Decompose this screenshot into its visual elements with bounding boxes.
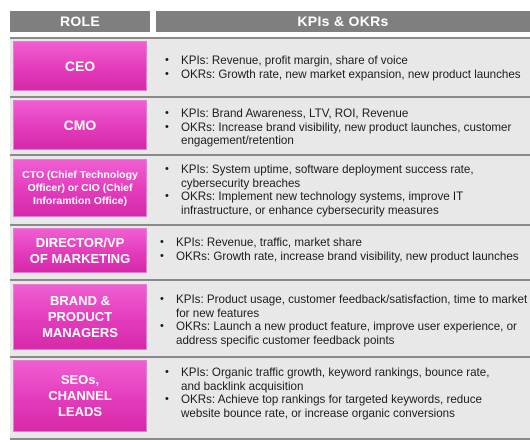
okr-item: OKRs: Growth rate, new market expansion,… [163, 68, 528, 82]
kpi-item: KPIs: Revenue, traffic, market share [158, 236, 528, 250]
okr-item: OKRs: Launch a new product feature, impr… [158, 320, 528, 347]
okr-item: OKRs: Increase brand visibility, new pro… [163, 121, 523, 148]
kpi-okr-list: KPIs: Brand Awareness, LTV, ROI, Revenue… [163, 107, 523, 148]
kpi-item: KPIs: Brand Awareness, LTV, ROI, Revenue [163, 107, 523, 121]
kpi-okr-list: KPIs: Revenue, profit margin, share of v… [163, 54, 528, 81]
kpi-item: KPIs: Revenue, profit margin, share of v… [163, 54, 528, 68]
role-label: BRAND & PRODUCT MANAGERS [42, 293, 118, 340]
role-label: CMO [63, 117, 97, 133]
okr-item: OKRs: Achieve top rankings for targeted … [163, 393, 503, 420]
kpi-okr-list: KPIs: Product usage, customer feedback/s… [158, 293, 528, 347]
kpi-okr-list: KPIs: System uptime, software deployment… [163, 163, 503, 217]
role-label: CEO [64, 58, 96, 74]
kpi-item: KPIs: Organic traffic growth, keyword ra… [163, 366, 503, 393]
role-cell-ceo: CEO [14, 42, 146, 90]
kpis-column-header: KPIs & OKRs [156, 11, 530, 32]
role-label: CTO (Chief Technology Officer) or CIO (C… [22, 168, 138, 207]
role-cell-cto-cio: CTO (Chief Technology Officer) or CIO (C… [14, 160, 146, 216]
role-label: SEOs, CHANNEL LEADS [48, 372, 112, 419]
okr-item: OKRs: Implement new technology systems, … [163, 190, 503, 217]
kpi-item: KPIs: Product usage, customer feedback/s… [158, 293, 528, 320]
kpi-item: KPIs: System uptime, software deployment… [163, 163, 503, 190]
role-cell-cmo: CMO [14, 101, 146, 149]
kpi-okr-list: KPIs: Organic traffic growth, keyword ra… [163, 366, 503, 420]
kpi-okr-list: KPIs: Revenue, traffic, market share OKR… [158, 236, 528, 263]
role-label: DIRECTOR/VP OF MARKETING [29, 234, 131, 266]
role-cell-brand-product-managers: BRAND & PRODUCT MANAGERS [14, 285, 146, 349]
role-cell-director-vp: DIRECTOR/VP OF MARKETING [14, 229, 146, 272]
table-bottom-border [10, 438, 530, 440]
okr-item: OKRs: Growth rate, increase brand visibi… [158, 250, 528, 264]
role-column-header: ROLE [10, 11, 150, 32]
role-cell-seos-channel-leads: SEOs, CHANNEL LEADS [14, 361, 146, 431]
